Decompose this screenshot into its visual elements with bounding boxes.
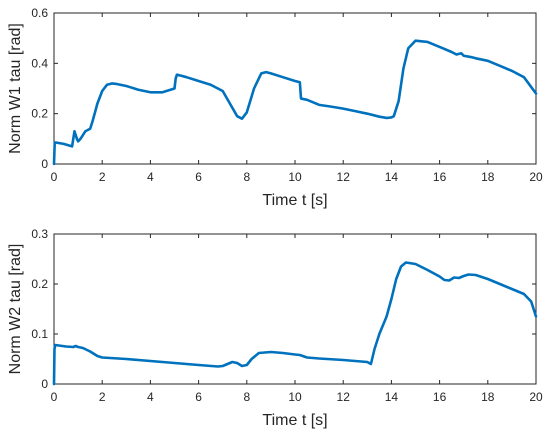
y-tick-label: 0 [41,157,48,171]
y-axis-label: Norm W1 tau [rad] [7,23,24,154]
y-tick-label: 0 [41,377,48,391]
x-tick-label: 20 [529,390,543,404]
series-line-w1 [52,39,538,166]
y-tick-label: 0.6 [31,6,48,20]
x-tick-label: 16 [433,170,447,184]
x-tick-label: 6 [195,170,202,184]
y-tick-label: 0.4 [31,56,48,70]
x-tick-label: 8 [243,170,250,184]
plot-area-w1 [53,12,537,165]
y-tick-label: 0.1 [31,327,48,341]
x-tick-label: 10 [288,390,302,404]
x-axis-label: Time t [s] [262,192,327,209]
x-tick-label: 0 [51,170,58,184]
x-tick-label: 14 [385,170,399,184]
series-line-w2 [52,261,538,386]
x-tick-label: 0 [51,390,58,404]
subplot-w1-norm: 0 2 4 6 8 10 12 14 16 18 20 0 0.2 0.4 0.6 Time t [s] Nor… [7,6,543,209]
x-tick-label: 8 [243,390,250,404]
y-tick-label: 0.2 [31,277,48,291]
x-tick-label: 20 [529,170,543,184]
x-tick-label: 4 [147,390,154,404]
y-tick-label: 0.3 [31,227,48,241]
y-tick-label: 0.2 [31,107,48,121]
x-axis-label: Time t [s] [262,412,327,429]
x-tick-label: 2 [99,390,106,404]
x-tick-label: 6 [195,390,202,404]
x-tick-label: 18 [481,170,495,184]
x-tick-label: 18 [481,390,495,404]
x-tick-label: 12 [337,170,351,184]
x-tick-label: 14 [385,390,399,404]
y-axis-label: Norm W2 tau [rad] [7,244,24,375]
x-tick-label: 2 [99,170,106,184]
x-tick-label: 16 [433,390,447,404]
x-tick-label: 4 [147,170,154,184]
x-tick-label: 10 [288,170,302,184]
subplot-w2-norm: 0 2 4 6 8 10 12 14 16 18 20 0 0.1 0.2 0.3 Time t [s] Nor… [7,227,543,429]
plot-area-w2 [53,233,537,385]
x-tick-label: 12 [337,390,351,404]
